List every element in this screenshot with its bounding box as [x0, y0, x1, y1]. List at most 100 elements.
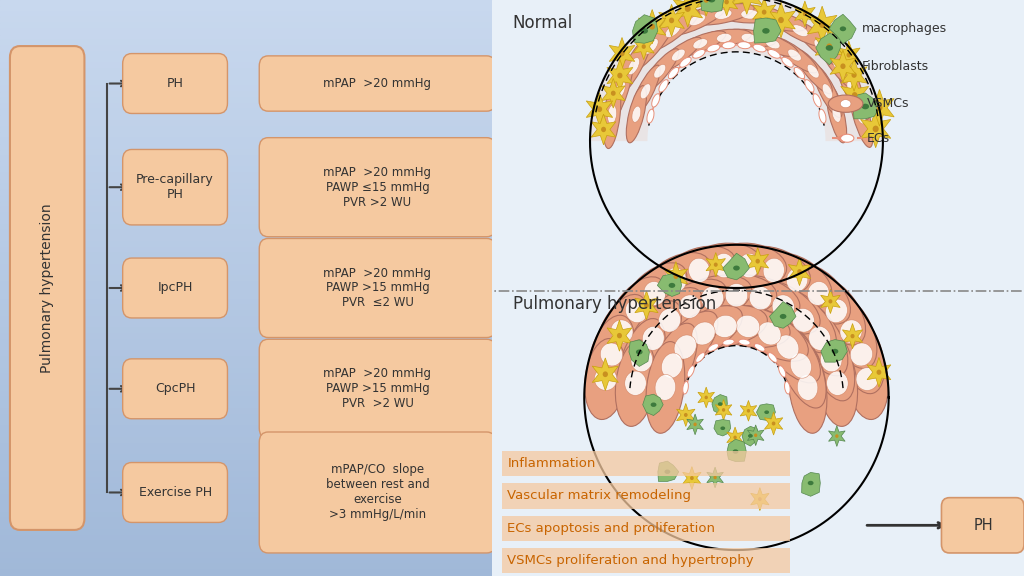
Ellipse shape — [738, 253, 760, 278]
Text: Inflammation: Inflammation — [508, 457, 596, 470]
Polygon shape — [693, 0, 719, 16]
Bar — [0, 207, 497, 213]
Ellipse shape — [655, 374, 676, 400]
Bar — [0, 559, 497, 564]
Bar — [0, 81, 497, 86]
Text: mPAP  >20 mmHg
PAWP >15 mmHg
PVR  ≤2 WU: mPAP >20 mmHg PAWP >15 mmHg PVR ≤2 WU — [324, 267, 431, 309]
Bar — [0, 461, 497, 467]
Ellipse shape — [762, 252, 831, 307]
Ellipse shape — [856, 105, 865, 124]
Ellipse shape — [655, 37, 701, 73]
Ellipse shape — [852, 92, 857, 98]
Ellipse shape — [689, 14, 706, 25]
Polygon shape — [764, 412, 782, 435]
Ellipse shape — [597, 106, 602, 112]
Ellipse shape — [642, 44, 646, 49]
Bar — [0, 46, 497, 52]
Polygon shape — [706, 252, 725, 277]
Ellipse shape — [762, 28, 770, 33]
Ellipse shape — [722, 408, 725, 412]
Text: Exercise PH: Exercise PH — [138, 486, 212, 499]
Ellipse shape — [851, 72, 857, 78]
Ellipse shape — [653, 65, 666, 78]
Polygon shape — [629, 340, 649, 366]
Bar — [0, 507, 497, 513]
Ellipse shape — [851, 334, 855, 338]
Ellipse shape — [850, 343, 872, 366]
Ellipse shape — [847, 81, 858, 98]
Polygon shape — [860, 110, 891, 148]
Ellipse shape — [723, 339, 734, 345]
Bar — [0, 420, 497, 426]
Bar — [0, 444, 497, 449]
Ellipse shape — [708, 0, 716, 2]
Polygon shape — [601, 78, 625, 108]
Ellipse shape — [765, 39, 780, 49]
Polygon shape — [633, 15, 657, 43]
Polygon shape — [707, 467, 723, 488]
Bar — [0, 311, 497, 317]
Ellipse shape — [662, 353, 683, 378]
Ellipse shape — [610, 320, 633, 343]
Polygon shape — [727, 427, 743, 448]
Polygon shape — [727, 439, 746, 461]
Text: PH: PH — [973, 518, 993, 533]
Bar — [0, 564, 497, 570]
Polygon shape — [757, 404, 775, 420]
Bar — [0, 259, 497, 265]
Ellipse shape — [733, 266, 739, 271]
Ellipse shape — [647, 109, 654, 123]
Text: VSMCs: VSMCs — [867, 97, 909, 110]
Ellipse shape — [762, 10, 767, 14]
Ellipse shape — [763, 258, 784, 282]
Bar — [0, 455, 497, 461]
Bar — [0, 495, 497, 501]
Polygon shape — [590, 0, 883, 141]
Bar — [0, 317, 497, 323]
Ellipse shape — [779, 314, 786, 319]
Ellipse shape — [600, 343, 623, 366]
Bar — [0, 213, 497, 219]
Ellipse shape — [675, 31, 726, 56]
FancyBboxPatch shape — [502, 451, 790, 476]
Bar — [0, 6, 497, 12]
Ellipse shape — [625, 371, 646, 395]
Bar — [0, 253, 497, 259]
Ellipse shape — [683, 381, 688, 394]
Polygon shape — [585, 245, 889, 397]
Bar — [0, 541, 497, 547]
Ellipse shape — [603, 372, 608, 377]
Bar — [0, 138, 497, 144]
Ellipse shape — [626, 299, 647, 323]
Polygon shape — [592, 358, 618, 391]
Bar — [0, 524, 497, 530]
Bar — [0, 513, 497, 518]
Ellipse shape — [818, 40, 861, 93]
Ellipse shape — [697, 29, 752, 47]
Ellipse shape — [679, 295, 700, 319]
Bar — [0, 426, 497, 432]
Ellipse shape — [632, 106, 641, 122]
Ellipse shape — [792, 25, 808, 37]
Ellipse shape — [683, 305, 767, 347]
Bar — [0, 225, 497, 230]
Ellipse shape — [644, 39, 658, 54]
FancyBboxPatch shape — [10, 46, 84, 530]
Ellipse shape — [786, 263, 851, 324]
Ellipse shape — [792, 301, 848, 376]
Ellipse shape — [713, 315, 737, 338]
Ellipse shape — [836, 59, 869, 119]
Ellipse shape — [646, 10, 699, 51]
Text: Pulmonary hypertension: Pulmonary hypertension — [513, 295, 716, 313]
Ellipse shape — [690, 476, 693, 480]
Ellipse shape — [684, 413, 688, 417]
Ellipse shape — [737, 246, 810, 294]
Ellipse shape — [798, 374, 818, 400]
Ellipse shape — [753, 44, 766, 52]
FancyBboxPatch shape — [259, 56, 496, 111]
Ellipse shape — [641, 49, 679, 94]
Text: macrophages: macrophages — [861, 22, 947, 35]
Bar — [0, 12, 497, 17]
Text: mPAP  >20 mmHg: mPAP >20 mmHg — [324, 77, 431, 90]
Bar — [0, 369, 497, 374]
